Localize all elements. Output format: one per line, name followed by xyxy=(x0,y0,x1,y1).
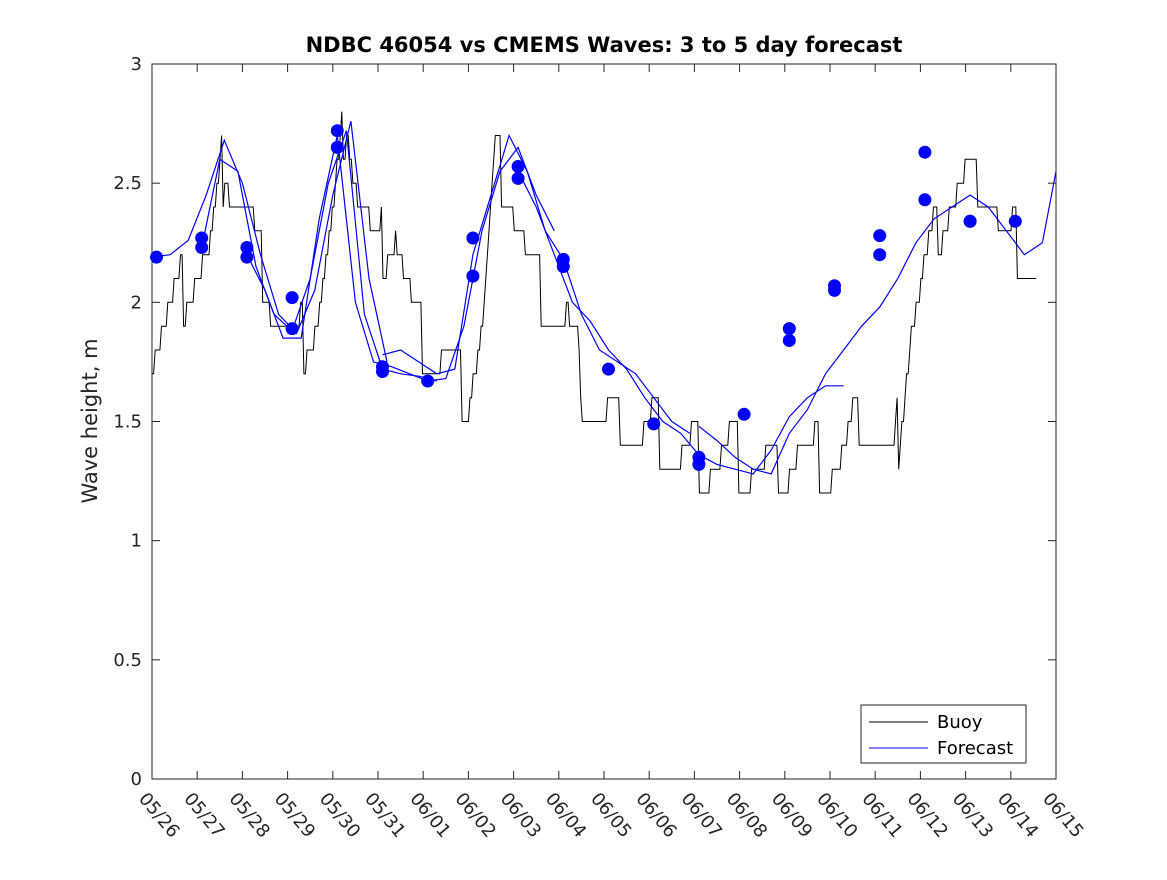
forecast-line xyxy=(382,133,691,434)
x-tick-label: 06/12 xyxy=(903,789,952,842)
forecast-marker xyxy=(466,231,480,245)
buoy-line xyxy=(152,111,1037,494)
forecast-marker xyxy=(376,365,389,378)
forecast-marker xyxy=(873,248,887,262)
y-tick-label: 1.5 xyxy=(113,412,142,433)
forecast-marker xyxy=(963,214,977,228)
forecast-marker xyxy=(602,362,615,376)
forecast-marker xyxy=(240,250,254,264)
forecast-marker xyxy=(737,407,751,421)
y-tick-label: 0 xyxy=(131,769,142,790)
forecast-marker xyxy=(918,193,932,207)
forecast-line xyxy=(517,171,844,475)
x-tick-label: 05/28 xyxy=(225,789,274,842)
x-tick-label: 06/01 xyxy=(405,789,454,842)
x-tick-label: 06/09 xyxy=(767,789,816,842)
forecast-marker xyxy=(647,417,661,431)
x-tick-label: 06/03 xyxy=(496,789,545,842)
forecast-marker xyxy=(1008,214,1022,228)
forecast-marker xyxy=(330,124,344,138)
forecast-marker xyxy=(511,171,525,185)
forecast-marker xyxy=(330,140,344,154)
legend: Buoy Forecast xyxy=(860,704,1027,764)
y-tick-label: 2 xyxy=(131,292,142,313)
forecast-marker xyxy=(782,322,796,336)
x-tick-label: 06/14 xyxy=(993,789,1042,842)
x-tick-label: 05/31 xyxy=(360,789,409,842)
legend-label-forecast: Forecast xyxy=(937,738,1013,759)
y-axis-label: Wave height, m xyxy=(78,338,102,503)
forecast-line xyxy=(246,135,555,382)
forecast-marker xyxy=(556,260,570,274)
forecast-marker xyxy=(285,322,299,336)
forecast-marker xyxy=(918,145,932,159)
legend-box xyxy=(860,704,1027,764)
chart-title: NDBC 46054 vs CMEMS Waves: 3 to 5 day fo… xyxy=(306,33,903,57)
x-tick-label: 05/27 xyxy=(179,789,228,842)
forecast-marker xyxy=(195,241,209,254)
x-tick-label: 06/04 xyxy=(541,789,590,842)
y-tick-label: 3 xyxy=(131,54,142,75)
x-tick-label: 06/08 xyxy=(722,789,771,842)
y-tick-label: 0.5 xyxy=(113,650,142,671)
x-tick-label: 06/11 xyxy=(857,789,906,842)
forecast-marker xyxy=(421,374,435,388)
x-tick-label: 06/05 xyxy=(586,789,635,842)
x-tick-label: 06/13 xyxy=(948,789,997,842)
forecast-marker xyxy=(150,250,163,264)
forecast-marker xyxy=(466,269,480,283)
x-tick-label: 05/26 xyxy=(134,789,183,842)
forecast-line xyxy=(698,171,1057,475)
forecast-marker xyxy=(511,160,525,173)
x-tick-label: 06/06 xyxy=(631,789,680,842)
forecast-marker xyxy=(782,334,796,347)
forecast-line xyxy=(201,130,437,382)
forecast-marker xyxy=(240,241,254,254)
x-tick-label: 06/15 xyxy=(1038,789,1087,842)
x-tick-label: 06/10 xyxy=(812,789,861,842)
legend-label-buoy: Buoy xyxy=(937,712,983,733)
forecast-marker xyxy=(873,229,887,243)
forecast-line xyxy=(151,121,388,363)
y-tick-label: 2.5 xyxy=(113,173,142,194)
forecast-marker xyxy=(828,283,841,297)
forecast-marker xyxy=(285,291,299,305)
x-tick-label: 05/30 xyxy=(315,789,364,842)
x-tick-label: 06/02 xyxy=(451,789,500,842)
y-tick-label: 1 xyxy=(131,531,142,552)
forecast-marker xyxy=(692,457,706,471)
forecast-marker xyxy=(195,231,209,245)
x-tick-label: 05/29 xyxy=(270,789,319,842)
x-tick-label: 06/07 xyxy=(677,789,726,842)
